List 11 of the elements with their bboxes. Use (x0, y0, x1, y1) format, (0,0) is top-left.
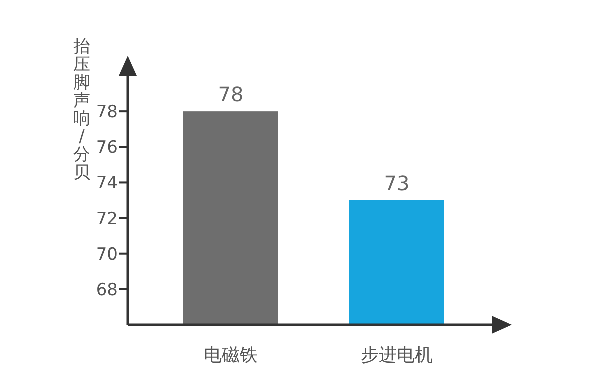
data-label: 73 (384, 172, 410, 196)
y-tick-label: 74 (96, 174, 118, 194)
y-tick-label: 72 (96, 209, 118, 230)
y-axis-title: 抬压脚声响/分贝 (74, 37, 90, 183)
y-tick-label: 78 (96, 102, 118, 123)
data-label: 78 (218, 82, 244, 107)
y-tick-label: 68 (96, 280, 118, 300)
y-tick-label: 76 (96, 138, 118, 158)
x-tick-label: 电磁铁 (204, 345, 258, 366)
y-tick-label: 70 (96, 244, 118, 265)
x-tick-label: 步进电机 (361, 345, 433, 366)
